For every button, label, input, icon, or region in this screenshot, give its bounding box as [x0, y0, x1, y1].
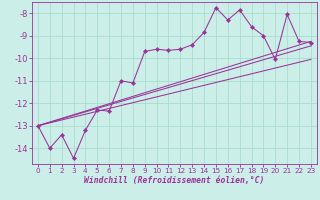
X-axis label: Windchill (Refroidissement éolien,°C): Windchill (Refroidissement éolien,°C) — [84, 176, 265, 185]
